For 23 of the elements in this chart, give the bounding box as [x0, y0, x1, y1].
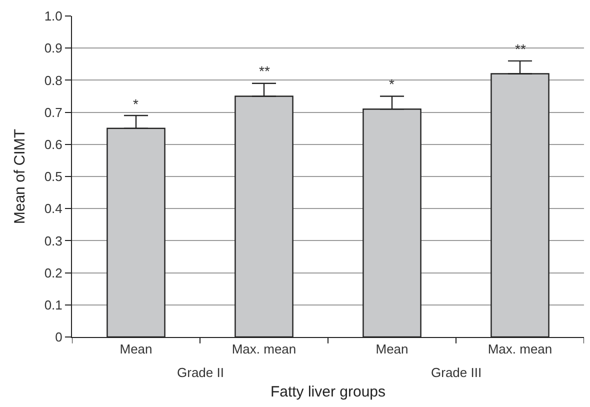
y-tick-label: 0.2 [44, 265, 62, 280]
data-label: ** [515, 41, 526, 57]
y-tick-label: 0.5 [44, 169, 62, 184]
x-axis-title: Fatty liver groups [270, 384, 386, 401]
data-label: ** [259, 63, 270, 79]
x-tick-label: Mean [120, 342, 152, 357]
y-tick-label: 0.4 [44, 201, 62, 216]
data-label: * [389, 76, 395, 92]
y-tick-label: 0.1 [44, 297, 62, 312]
y-tick-label: 0.6 [44, 136, 62, 152]
y-axis-title: Mean of CIMT [12, 128, 29, 224]
y-tick-label: 0.3 [44, 233, 62, 248]
text: Grade III [431, 365, 482, 380]
x-tick-label: Mean [376, 342, 408, 357]
x-tick-label: Max. mean [232, 342, 296, 357]
text: Grade II [177, 365, 224, 380]
y-tick-label: 1.0 [44, 8, 62, 24]
data-label: * [133, 96, 139, 112]
y-tick-label: 0.9 [44, 40, 62, 56]
y-tick-label: 0.7 [44, 104, 62, 120]
x-tick-label: Max. mean [488, 342, 552, 357]
y-tick-label: 0.8 [44, 72, 62, 88]
y-tick-label: 0 [55, 330, 62, 345]
